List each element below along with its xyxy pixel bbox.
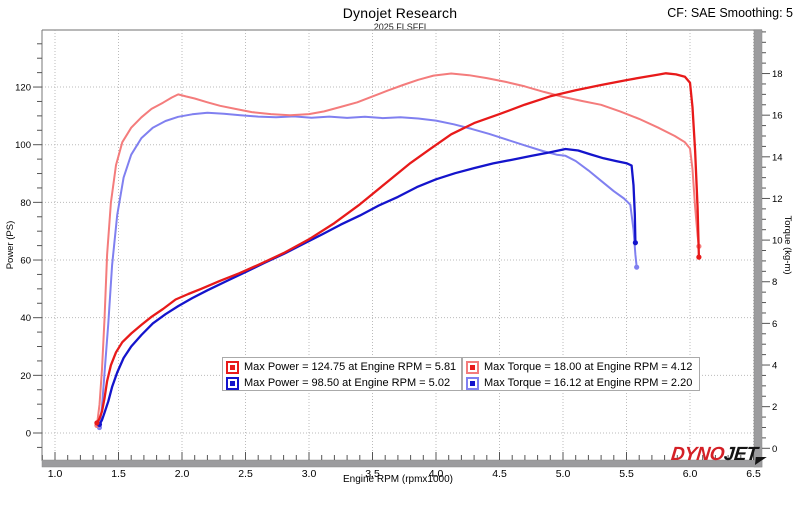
x-tick-label: 6.5 xyxy=(746,468,761,480)
legend-row-power-blue: Max Power = 98.50 at Engine RPM = 5.02 xyxy=(226,375,461,391)
torque-axis-label: Torque (kg-m) xyxy=(782,215,793,275)
torque-tick-label: 0 xyxy=(772,444,777,455)
power-tick-label: 60 xyxy=(20,256,31,267)
legend-label: Max Torque = 16.12 at Engine RPM = 2.20 xyxy=(484,377,693,389)
power-blue-end-dot xyxy=(632,240,638,246)
x-tick-label: 3.0 xyxy=(302,468,317,480)
x-tick-label: 2.5 xyxy=(238,468,253,480)
torque-tick-label: 16 xyxy=(772,111,783,122)
plot-border xyxy=(41,29,763,468)
torque-tick-label: 6 xyxy=(772,319,777,330)
x-tick-label: 5.0 xyxy=(556,468,571,480)
power-blue-swatch-icon xyxy=(226,376,239,390)
legend-label: Max Power = 124.75 at Engine RPM = 5.81 xyxy=(244,361,457,373)
power-tick-label: 80 xyxy=(20,198,31,209)
torque-red-curve xyxy=(95,72,700,427)
torque-red-swatch-icon xyxy=(466,360,479,374)
gridlines xyxy=(42,30,756,461)
legend-row-torque-red: Max Torque = 18.00 at Engine RPM = 4.12 xyxy=(466,359,699,375)
power-red-swatch-icon xyxy=(226,360,239,374)
dynojet-logo: DYNO JET xyxy=(670,444,769,466)
dyno-curves xyxy=(94,72,702,431)
torque-tick-label: 12 xyxy=(772,194,783,205)
legend-label: Max Torque = 18.00 at Engine RPM = 4.12 xyxy=(484,361,693,373)
dynojet-logo-jet: JET xyxy=(722,444,759,465)
x-tick-label: 1.5 xyxy=(111,468,126,480)
x-tick-label: 6.0 xyxy=(683,468,698,480)
dynojet-logo-tail-icon xyxy=(755,457,768,465)
chart-subtitle: 2025 FLSFFI xyxy=(373,22,427,32)
power-red-curve xyxy=(95,72,701,425)
torque-blue-curve xyxy=(98,111,638,429)
torque-tick-label: 2 xyxy=(772,402,777,413)
torque-tick-label: 8 xyxy=(772,277,777,288)
legend-power-box: Max Power = 124.75 at Engine RPM = 5.81 … xyxy=(222,357,462,391)
x-tick-label: 3.5 xyxy=(365,468,380,480)
x-tick-label: 4.5 xyxy=(492,468,507,480)
power-red-start-dot xyxy=(94,420,100,426)
chart-title: Dynojet Research xyxy=(342,5,458,21)
torque-tick-label: 4 xyxy=(772,361,777,372)
x-tick-label: 4.0 xyxy=(429,468,444,480)
torque-tick-label: 14 xyxy=(772,152,783,163)
rpm-axis-label: Engine RPM (rpmx1000) xyxy=(342,474,454,485)
tick-labels: 1.0 1.5 2.0 2.5 3.0 3.5 4.0 4.5 5.0 5.5 6.0 6.50204… xyxy=(15,69,782,480)
power-tick-label: 40 xyxy=(20,313,31,324)
legend-row-power-red: Max Power = 124.75 at Engine RPM = 5.81 xyxy=(226,359,461,375)
legend-row-torque-blue: Max Torque = 16.12 at Engine RPM = 2.20 xyxy=(466,375,699,391)
x-tick-label: 5.5 xyxy=(619,468,634,480)
torque-blue-end-dot xyxy=(634,264,640,270)
power-tick-label: 120 xyxy=(15,83,31,94)
power-axis-label: Power (PS) xyxy=(5,220,16,270)
power-tick-label: 0 xyxy=(26,429,31,440)
correction-factor-label: CF: SAE Smoothing: 5 xyxy=(667,6,793,20)
legend-label: Max Power = 98.50 at Engine RPM = 5.02 xyxy=(244,377,451,389)
power-red-end-dot xyxy=(696,254,702,260)
torque-blue-swatch-icon xyxy=(466,376,479,390)
torque-tick-label: 10 xyxy=(772,236,783,247)
power-blue-curve xyxy=(98,147,637,426)
legend-torque-box: Max Torque = 18.00 at Engine RPM = 4.12 … xyxy=(462,357,700,391)
dynojet-logo-dyno: DYNO xyxy=(669,444,726,465)
x-tick-label: 2.0 xyxy=(175,468,190,480)
x-tick-label: 1.0 xyxy=(48,468,63,480)
power-tick-label: 20 xyxy=(20,371,31,382)
torque-tick-label: 18 xyxy=(772,69,783,80)
axis-ticks xyxy=(33,31,770,460)
power-tick-label: 100 xyxy=(15,140,31,151)
